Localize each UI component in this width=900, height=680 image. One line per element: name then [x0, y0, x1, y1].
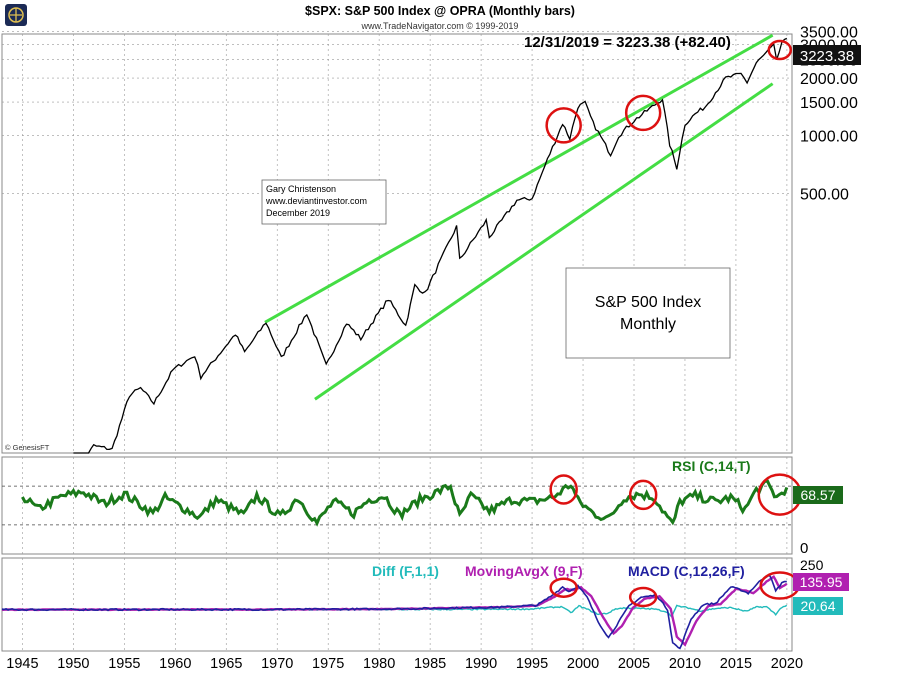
x-tick-label-13: 2010 [669, 656, 701, 672]
macd-tick-250: 250 [800, 557, 824, 573]
rsi-last-tag: 68.57 [793, 486, 843, 504]
x-axis: 1945 1950 1955 1960 1965 1970 1975 1980 1985 1990… [6, 656, 803, 672]
author-box: Gary Christenson www.deviantinvestor.com… [261, 179, 387, 225]
rsi-series-line [21, 479, 789, 527]
price-tick-label-0: 3500.00 [800, 25, 858, 42]
macd-legend-macd: MACD (C,12,26,F) [628, 563, 745, 579]
author-line-2: www.deviantinvestor.com [265, 196, 367, 206]
price-last-tag: 3223.38 [793, 45, 861, 65]
price-tick-label-6: 500.00 [800, 186, 849, 203]
x-tick-label-12: 2005 [618, 656, 650, 672]
copyright-text: www.TradeNavigator.com © 1999-2019 [361, 21, 519, 31]
macd-legend-ma: MovingAvgX (9,F) [465, 563, 583, 579]
price-tick-label-4: 1500.00 [800, 95, 858, 112]
grid-lines [2, 31, 792, 651]
price-tick-label-3: 2000.00 [800, 71, 858, 88]
index-box-line-1: S&P 500 Index [595, 294, 701, 311]
price-panel-frame [1, 33, 793, 454]
brand-label: © GenesisFT [5, 443, 50, 452]
x-tick-label-5: 1970 [261, 656, 293, 672]
x-tick-label-2: 1955 [108, 656, 140, 672]
macd-series-line [1, 574, 787, 650]
price-series-line [73, 37, 788, 454]
macd-circle-1 [628, 586, 658, 608]
price-last-value: 3223.38 [800, 48, 854, 65]
macd-legend-diff: Diff (F,1,1) [372, 563, 439, 579]
price-circle-2 [767, 39, 793, 61]
macd-last-value: 135.95 [800, 574, 843, 590]
channel-upper-line [264, 33, 774, 324]
x-tick-label-4: 1965 [210, 656, 242, 672]
x-tick-label-9: 1990 [465, 656, 497, 672]
rsi-circle-1 [628, 479, 658, 511]
x-tick-label-8: 1985 [414, 656, 446, 672]
x-tick-label-15: 2020 [771, 656, 803, 672]
x-tick-label-1: 1950 [57, 656, 89, 672]
author-line-3: December 2019 [266, 208, 330, 218]
x-tick-label-7: 1980 [363, 656, 395, 672]
rsi-legend: RSI (C,14,T) [672, 458, 751, 474]
chart-title: $SPX: S&P 500 Index @ OPRA (Monthly bars… [305, 4, 575, 18]
app-logo-icon [5, 4, 27, 26]
author-line-1: Gary Christenson [266, 184, 336, 194]
x-tick-label-10: 1995 [516, 656, 548, 672]
x-tick-label-3: 1960 [159, 656, 191, 672]
price-tick-label-5: 1000.00 [800, 129, 858, 146]
highlight-circles [545, 39, 803, 608]
rsi-tick-0: 0 [800, 540, 808, 557]
price-circle-1 [624, 94, 662, 132]
rsi-last-value: 68.57 [800, 487, 835, 503]
index-box-line-2: Monthly [620, 316, 676, 333]
x-tick-label-0: 1945 [6, 656, 38, 672]
price-circle-0 [545, 107, 582, 144]
trend-channel [264, 33, 774, 401]
index-box: S&P 500 Index Monthly [565, 267, 731, 359]
rsi-circle-0 [549, 474, 578, 505]
rsi-panel-frame [1, 456, 793, 555]
channel-lower-line [314, 82, 774, 401]
diff-last-tag: 20.64 [793, 597, 843, 615]
x-tick-label-6: 1975 [312, 656, 344, 672]
macd-panel-frame [1, 557, 793, 652]
macd-circle-0 [549, 577, 578, 598]
price-headline: 12/31/2019 = 3223.38 (+82.40) [524, 34, 731, 51]
macd-last-tag: 135.95 [793, 573, 849, 591]
diff-last-value: 20.64 [800, 598, 835, 614]
x-tick-label-14: 2015 [720, 656, 752, 672]
x-tick-label-11: 2000 [567, 656, 599, 672]
